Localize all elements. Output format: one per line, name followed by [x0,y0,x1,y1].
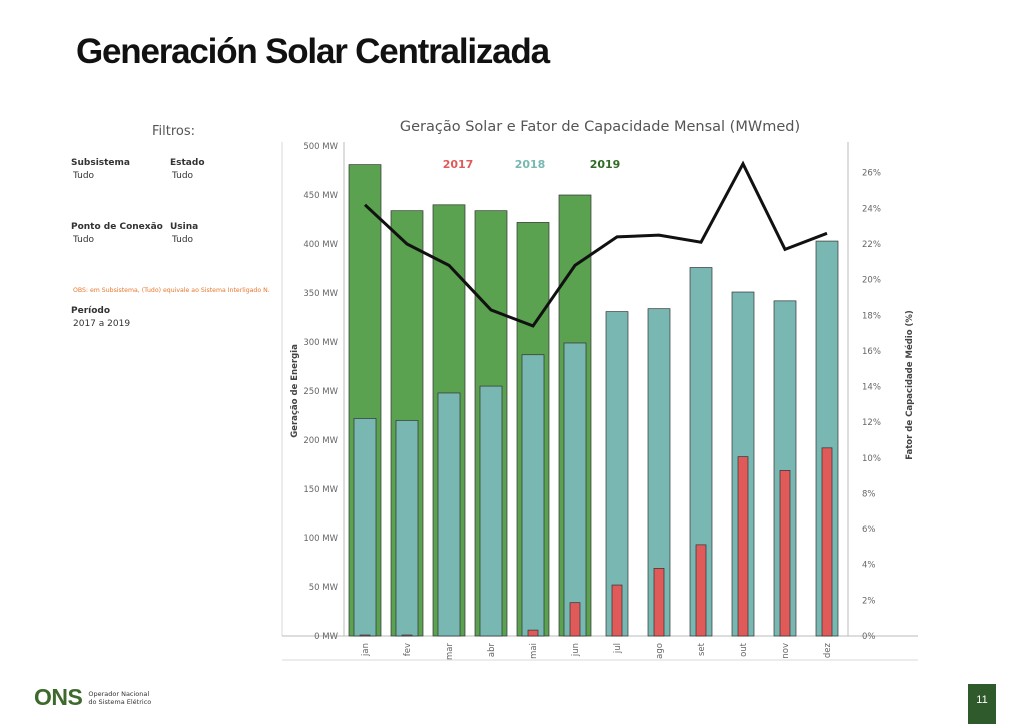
bar-2018-mai [521,354,545,637]
x-tick-label: mai [529,643,539,659]
x-tick-label: abr [487,643,497,658]
y2-tick-label: 24% [862,204,881,214]
filters-title: Filtros: [152,124,196,139]
y2-tick-label: 0% [862,632,876,642]
y-tick-label: 0 MW [314,632,338,642]
bar-2017-dez [821,447,833,637]
x-tick-label: out [739,642,749,657]
x-tick-label: dez [823,642,833,658]
bar-2017-mai [527,629,539,637]
x-tick-label: set [697,642,707,656]
y-tick-label: 450 MW [303,191,338,201]
y2-tick-label: 4% [862,561,876,571]
filter-estado-value[interactable]: Tudo [172,171,194,181]
page-number: 11 [968,684,996,724]
bar-2018-jun [563,342,587,637]
y-tick-label: 250 MW [303,387,338,397]
legend-2019: 2019 [590,158,621,171]
bar-2017-ago [653,568,665,637]
y-tick-label: 50 MW [309,583,339,593]
filter-ponto-conexao-value[interactable]: Tudo [73,235,95,245]
x-tick-label: mar [445,642,455,659]
y2-tick-label: 20% [862,276,881,286]
y2-tick-label: 8% [862,489,876,499]
x-tick-label: jul [613,643,623,654]
y2-tick-label: 16% [862,347,881,357]
filter-estado-label: Estado [170,158,205,168]
filter-usina-value[interactable]: Tudo [172,235,194,245]
x-tick-label: nov [781,643,791,659]
y2-tick-label: 6% [862,525,876,535]
y-tick-label: 200 MW [303,436,338,446]
x-tick-label: fev [403,643,413,656]
y2-tick-label: 2% [862,596,876,606]
slide-title: Generación Solar Centralizada [76,32,550,71]
legend-2018: 2018 [515,158,546,171]
bar-2017-jul [611,584,623,637]
y-tick-label: 350 MW [303,289,338,299]
ons-logo: ONS Operador Nacional do Sistema Elétric… [34,684,151,711]
y-tick-label: 500 MW [303,142,338,152]
legend-2017: 2017 [443,158,474,171]
bar-2017-jun [569,602,581,637]
y-tick-label: 300 MW [303,338,338,348]
logo-text: Operador Nacional do Sistema Elétrico [88,690,151,706]
x-tick-label: jan [361,643,371,657]
bar-2018-mar [437,392,461,637]
y-tick-label: 400 MW [303,240,338,250]
bar-2017-fev [401,634,413,637]
filter-subsistema-label: Subsistema [71,158,130,168]
y2-tick-label: 12% [862,418,881,428]
bar-2018-fev [395,420,419,637]
filter-note: OBS: em Subsistema, (Tudo) equivale ao S… [73,287,270,294]
y-tick-label: 100 MW [303,534,338,544]
bar-2018-jan [353,418,377,637]
logo-mark: ONS [34,684,83,710]
y-tick-label: 150 MW [303,485,338,495]
bar-2017-jan [359,634,371,637]
y2-tick-label: 22% [862,240,881,250]
filter-periodo-value[interactable]: 2017 a 2019 [73,319,131,329]
filter-subsistema-value[interactable]: Tudo [73,171,95,181]
y2-tick-label: 14% [862,383,881,393]
y2-tick-label: 10% [862,454,881,464]
x-tick-label: ago [655,643,665,659]
capacity-factor-line [363,160,828,328]
bar-2018-abr [479,385,503,637]
x-tick-label: jun [571,643,581,657]
bar-2017-set [695,544,707,637]
y2-tick-label: 18% [862,311,881,321]
bar-2017-out [737,456,749,637]
y2-axis-title: Fator de Capacidade Médio (%) [904,310,915,460]
logo-line-1: Operador Nacional [88,689,150,698]
chart-title: Geração Solar e Fator de Capacidade Mens… [399,119,801,135]
filter-periodo-label: Período [71,306,111,316]
logo-line-2: do Sistema Elétrico [88,697,152,706]
y2-tick-label: 26% [862,169,881,179]
filter-usina-label: Usina [170,222,199,232]
y-axis-title: Geração de Energia [290,344,300,438]
filter-ponto-conexao-label: Ponto de Conexão [71,222,163,232]
bar-2017-nov [779,470,791,637]
